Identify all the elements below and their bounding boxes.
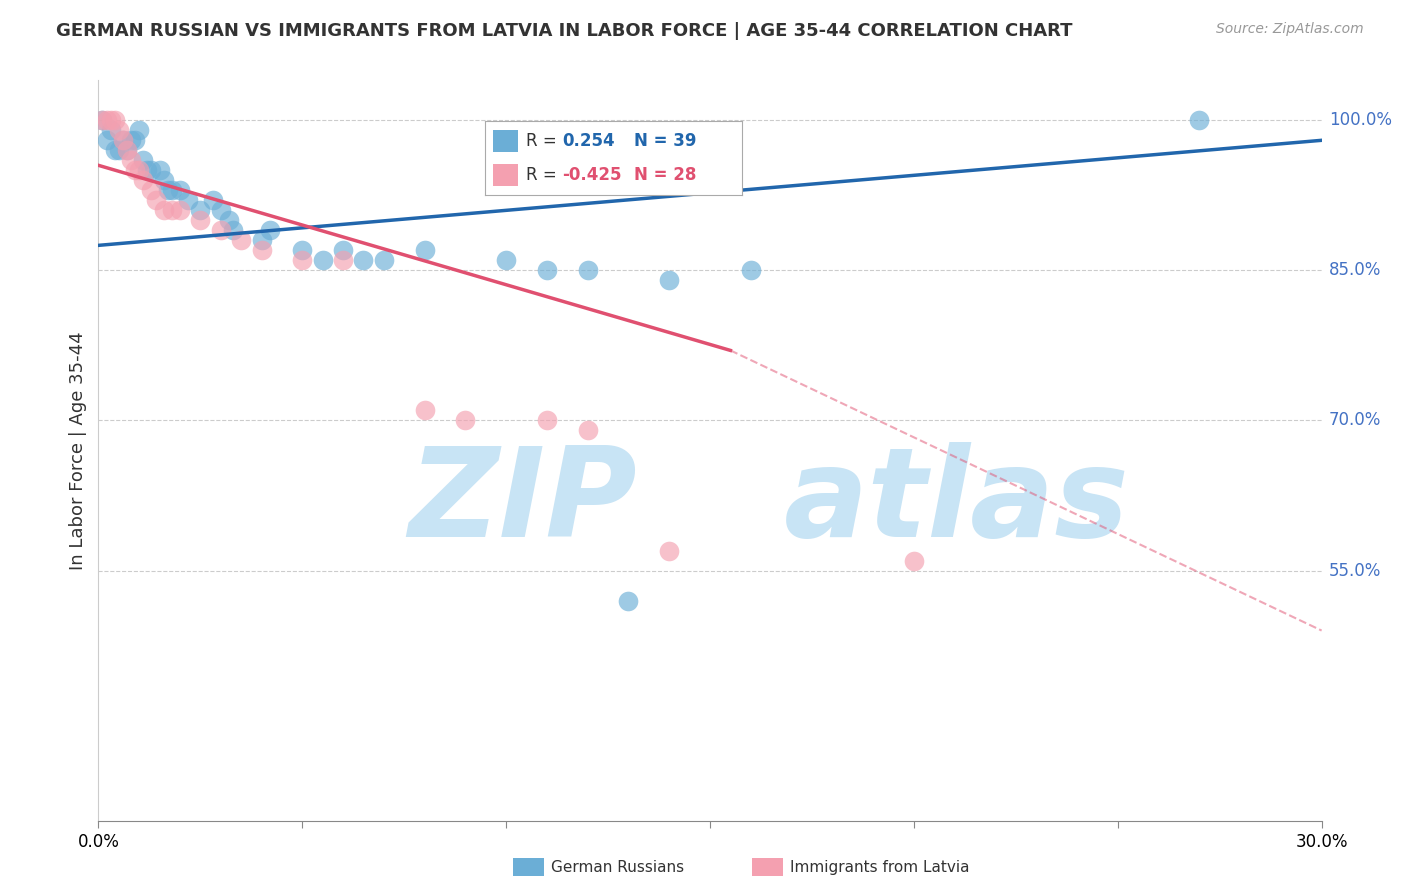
Point: [201, 194, 224, 208]
Text: GERMAN RUSSIAN VS IMMIGRANTS FROM LATVIA IN LABOR FORCE | AGE 35-44 CORRELATION : GERMAN RUSSIAN VS IMMIGRANTS FROM LATVIA…: [56, 22, 1073, 40]
Point: [160, 183, 183, 197]
Point: [259, 223, 281, 237]
Point: [96, 113, 118, 128]
Point: [1188, 113, 1211, 128]
Point: [111, 133, 134, 147]
Point: [160, 203, 183, 218]
Point: [145, 194, 167, 208]
Point: [177, 194, 200, 208]
Point: [352, 253, 374, 268]
Point: [132, 173, 155, 187]
Point: [136, 163, 159, 178]
Point: [169, 203, 191, 218]
Point: [169, 183, 191, 197]
Point: [141, 163, 163, 178]
Text: Source: ZipAtlas.com: Source: ZipAtlas.com: [1216, 22, 1364, 37]
Point: [124, 163, 146, 178]
Point: [108, 144, 131, 158]
Point: [132, 153, 155, 168]
Text: 55.0%: 55.0%: [1329, 562, 1381, 580]
Point: [149, 163, 172, 178]
Point: [413, 403, 436, 417]
Point: [250, 244, 273, 258]
Point: [104, 113, 127, 128]
Point: [152, 173, 174, 187]
Text: R =: R =: [526, 166, 557, 184]
Point: [100, 123, 122, 137]
Point: [658, 543, 681, 558]
Point: [128, 123, 150, 137]
Point: [111, 133, 134, 147]
Point: [91, 113, 114, 128]
Point: [332, 253, 354, 268]
Point: [188, 213, 212, 227]
Point: [332, 244, 354, 258]
Point: [188, 203, 212, 218]
Point: [536, 413, 558, 427]
Point: [115, 144, 138, 158]
Text: 70.0%: 70.0%: [1329, 411, 1381, 429]
Text: atlas: atlas: [783, 442, 1129, 563]
Point: [373, 253, 395, 268]
Text: -0.425: -0.425: [562, 166, 621, 184]
Point: [128, 163, 150, 178]
Point: [740, 263, 762, 277]
Text: N = 39: N = 39: [634, 132, 696, 150]
Point: [536, 263, 558, 277]
Point: [454, 413, 477, 427]
Point: [658, 273, 681, 287]
Point: [141, 183, 163, 197]
Point: [222, 223, 245, 237]
Text: Immigrants from Latvia: Immigrants from Latvia: [790, 860, 970, 874]
Text: German Russians: German Russians: [551, 860, 685, 874]
Point: [209, 223, 232, 237]
Bar: [492, 164, 519, 186]
Point: [209, 203, 232, 218]
Text: 85.0%: 85.0%: [1329, 261, 1381, 279]
Text: ZIP: ZIP: [408, 442, 637, 563]
Point: [495, 253, 517, 268]
Y-axis label: In Labor Force | Age 35-44: In Labor Force | Age 35-44: [69, 331, 87, 570]
Point: [231, 233, 253, 247]
Point: [108, 123, 131, 137]
Point: [115, 144, 138, 158]
Bar: [492, 130, 519, 153]
Text: 0.254: 0.254: [562, 132, 614, 150]
Text: 100.0%: 100.0%: [1329, 112, 1392, 129]
Point: [91, 113, 114, 128]
Point: [576, 263, 599, 277]
Point: [617, 593, 640, 607]
Point: [124, 133, 146, 147]
Point: [120, 133, 142, 147]
Text: 30.0%: 30.0%: [1295, 832, 1348, 851]
Point: [413, 244, 436, 258]
Text: N = 28: N = 28: [634, 166, 696, 184]
Point: [96, 133, 118, 147]
Text: R =: R =: [526, 132, 557, 150]
Point: [152, 203, 174, 218]
Point: [291, 253, 314, 268]
Point: [250, 233, 273, 247]
Point: [312, 253, 335, 268]
Point: [903, 553, 925, 567]
Point: [291, 244, 314, 258]
Point: [576, 424, 599, 438]
Point: [104, 144, 127, 158]
Text: 0.0%: 0.0%: [77, 832, 120, 851]
Point: [218, 213, 240, 227]
Point: [156, 183, 179, 197]
Point: [100, 113, 122, 128]
Point: [120, 153, 142, 168]
